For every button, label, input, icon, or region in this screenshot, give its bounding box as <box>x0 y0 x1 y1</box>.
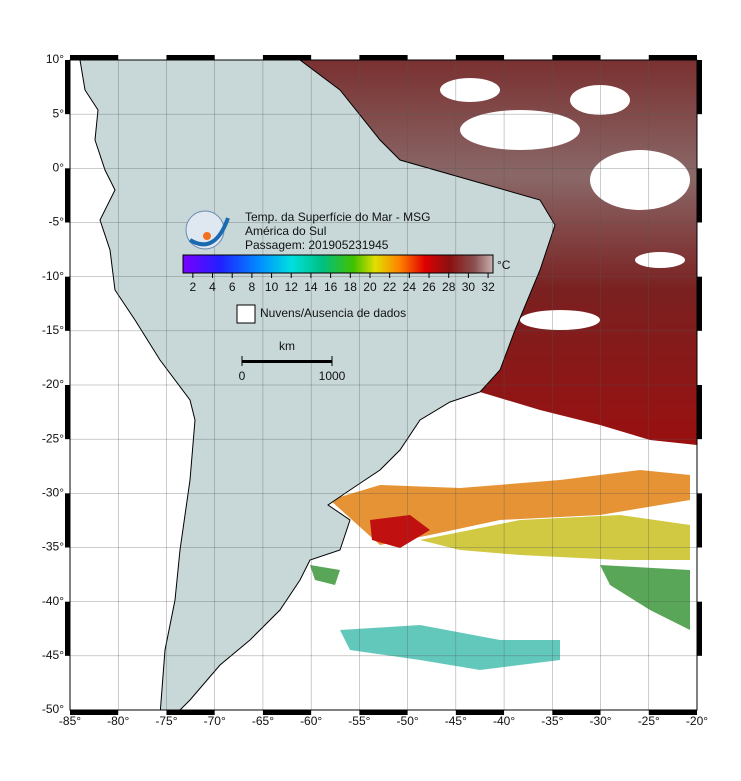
colorbar-tick-label: 28 <box>442 280 456 294</box>
colorbar-tick-label: 24 <box>403 280 417 294</box>
sst-south-red <box>370 515 430 548</box>
scale-unit: km <box>279 339 295 353</box>
border-segment <box>65 493 70 548</box>
lat-tick-label: -40° <box>42 594 64 608</box>
border-segment <box>359 55 408 60</box>
lat-tick-label: -15° <box>42 323 64 337</box>
colorbar-tick-label: 14 <box>304 280 318 294</box>
border-segment <box>65 276 70 331</box>
region: América do Sul <box>245 224 326 238</box>
colorbar <box>182 254 494 274</box>
lat-tick-label: -20° <box>42 377 64 391</box>
colorbar-tick-label: 4 <box>209 280 216 294</box>
lat-tick-label: -10° <box>42 269 64 283</box>
legend-swatch <box>236 304 256 324</box>
logo <box>185 210 230 250</box>
border-segment <box>697 493 702 548</box>
sst-north-atlantic <box>300 60 697 445</box>
lat-tick-label: 10° <box>46 52 64 66</box>
border-segment <box>166 55 215 60</box>
lat-tick-label: -45° <box>42 648 64 662</box>
colorbar-tick-label: 8 <box>249 280 256 294</box>
lon-tick-label: -85° <box>59 714 81 728</box>
border-segment <box>697 60 702 115</box>
colorbar-tick-label: 22 <box>383 280 397 294</box>
border-segment <box>697 385 702 440</box>
colorbar-tick-label: 30 <box>462 280 476 294</box>
border-segment <box>262 710 312 715</box>
scale-tick-label: 1000 <box>319 369 346 383</box>
border-segment <box>65 60 70 115</box>
lon-tick-label: -50° <box>397 714 419 728</box>
cloud-gaps <box>440 78 690 330</box>
sst-south-green <box>310 565 690 630</box>
legend-label: Nuvens/Ausencia de dados <box>260 306 406 320</box>
border-segment <box>697 276 702 331</box>
border-segment <box>70 55 119 60</box>
lon-tick-label: -55° <box>348 714 370 728</box>
border-segment <box>70 710 119 715</box>
colorbar-tick-label: 16 <box>324 280 338 294</box>
lon-tick-label: -70° <box>204 714 226 728</box>
lon-tick-label: -40° <box>493 714 515 728</box>
lon-tick-label: -45° <box>445 714 467 728</box>
axis-labels: -85° -80° -75° -70° -65° -60° -55° -50° -45° -40°… <box>42 52 708 728</box>
title: Temp. da Superfície do Mar - MSG <box>245 210 430 224</box>
lat-tick-label: -25° <box>42 431 64 445</box>
border-segment <box>648 710 697 715</box>
lon-tick-label: -35° <box>541 714 563 728</box>
border-segment <box>697 168 702 223</box>
lon-tick-label: -30° <box>589 714 611 728</box>
sst-far-south <box>340 625 560 670</box>
colorbar-tick-label: 2 <box>189 280 196 294</box>
border-segment <box>552 55 601 60</box>
lon-tick-label: -60° <box>300 714 322 728</box>
colorbar-tick-label: 32 <box>481 280 495 294</box>
border-segment <box>552 710 601 715</box>
colorbar-tick-label: 26 <box>422 280 436 294</box>
map-body <box>79 60 697 710</box>
border-segment <box>359 710 408 715</box>
colorbar-tick-label: 18 <box>344 280 358 294</box>
pass-time: Passagem: 201905231945 <box>245 238 389 252</box>
scale-bar: 0 1000 <box>239 356 346 383</box>
colorbar-ticks: 2 4 6 8 10 12 14 16 18 20 22 24 26 28 30 32 <box>189 273 495 294</box>
frame-border <box>65 55 702 715</box>
border-segment <box>65 168 70 223</box>
border-segment <box>697 601 702 656</box>
lon-tick-label: -25° <box>638 714 660 728</box>
lon-tick-label: -80° <box>107 714 129 728</box>
border-segment <box>262 55 312 60</box>
colorbar-tick-label: 6 <box>229 280 236 294</box>
lat-tick-label: -5° <box>49 215 65 229</box>
lon-tick-label: -75° <box>155 714 177 728</box>
border-segment <box>455 710 505 715</box>
colorbar-tick-label: 12 <box>285 280 299 294</box>
border-segment <box>648 55 697 60</box>
colorbar-tick-label: 20 <box>363 280 377 294</box>
scale-bar-body <box>242 360 332 363</box>
lat-tick-label: -30° <box>42 486 64 500</box>
lon-tick-label: -65° <box>252 714 274 728</box>
lat-tick-label: -50° <box>42 702 64 716</box>
border-segment <box>166 710 215 715</box>
colorbar-unit: °C <box>497 258 511 272</box>
scale-tick-label: 0 <box>239 369 246 383</box>
colorbar-tick-label: 10 <box>265 280 279 294</box>
lat-tick-label: 5° <box>53 106 65 120</box>
sst-south-yellow <box>420 515 690 560</box>
border-segment <box>455 55 505 60</box>
lat-tick-label: -35° <box>42 540 64 554</box>
border-segment <box>65 601 70 656</box>
lat-tick-label: 0° <box>53 161 65 175</box>
border-segment <box>65 385 70 440</box>
lon-tick-label: -20° <box>686 714 708 728</box>
